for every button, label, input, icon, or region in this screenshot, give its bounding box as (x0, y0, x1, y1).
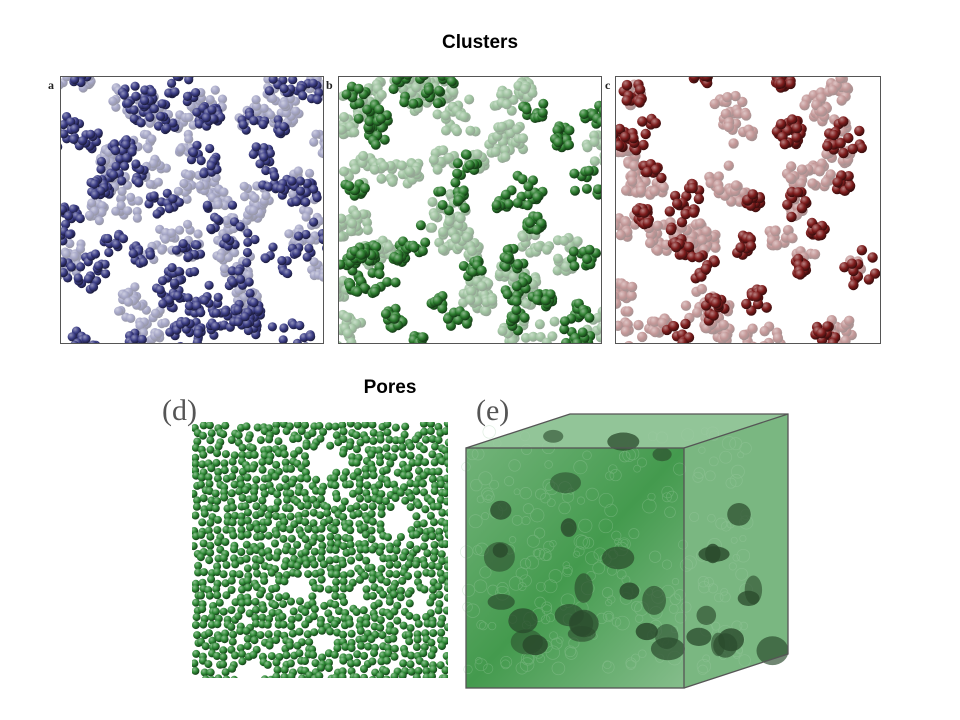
panel-b-cluster-image (338, 76, 602, 344)
panel-b-label: b (326, 78, 333, 92)
panel-c-label: c (605, 78, 611, 92)
panel-a-label: a (48, 78, 54, 92)
panel-c-cluster-image (615, 76, 881, 344)
panel-d-pore-image (192, 422, 448, 678)
clusters-heading: Clusters (441, 32, 519, 53)
panel-e-pore-cube-image (460, 413, 789, 689)
panel-e-label: (e) (476, 394, 510, 427)
pores-heading: Pores (363, 377, 417, 398)
panel-a-cluster-image (60, 76, 324, 344)
panel-d-label: (d) (162, 394, 197, 427)
